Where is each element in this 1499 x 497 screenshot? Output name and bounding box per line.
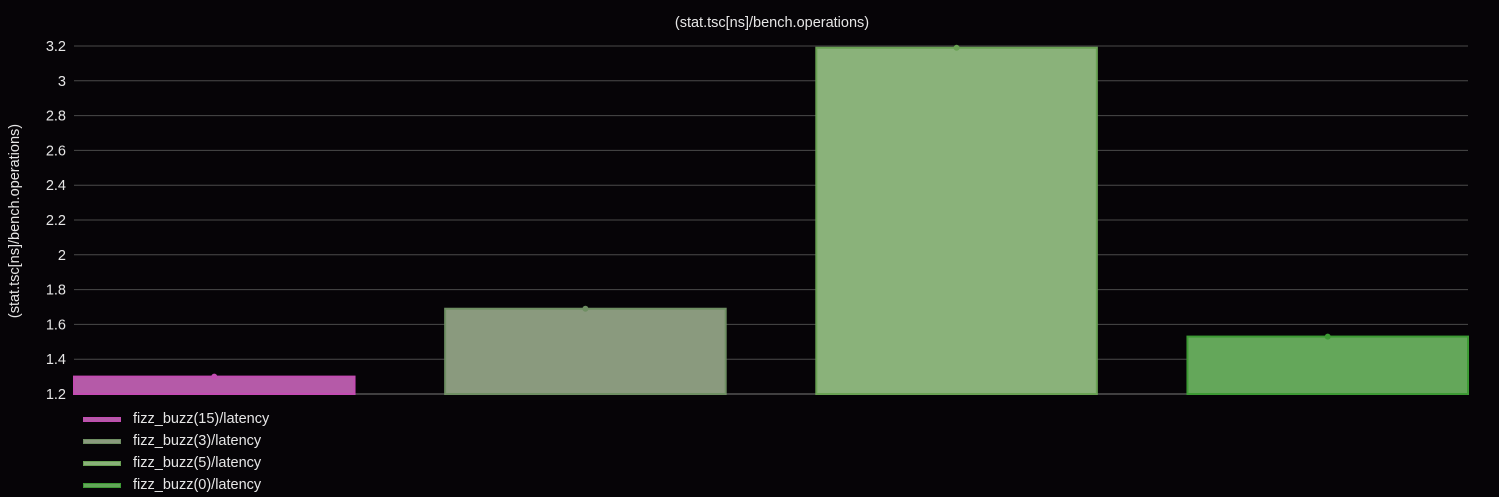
bar-point (1324, 333, 1331, 340)
y-tick-label: 3 (58, 74, 66, 90)
y-tick-label: 3.2 (46, 39, 66, 55)
y-tick-label: 2.2 (46, 213, 66, 229)
bar-point (211, 373, 218, 380)
bar (444, 307, 727, 395)
bar (815, 46, 1098, 396)
legend: fizz_buzz(15)/latency fizz_buzz(3)/latenc… (83, 408, 269, 496)
bar (1186, 335, 1470, 395)
y-tick-label: 2 (58, 248, 66, 264)
chart-title: (stat.tsc[ns]/bench.operations) (675, 15, 869, 31)
y-tick-label: 2.4 (46, 178, 66, 194)
legend-label: fizz_buzz(0)/latency (133, 477, 262, 493)
legend-item: fizz_buzz(15)/latency (83, 408, 269, 430)
legend-label: fizz_buzz(3)/latency (133, 433, 262, 449)
legend-label: fizz_buzz(5)/latency (133, 455, 262, 471)
legend-item: fizz_buzz(0)/latency (83, 474, 269, 496)
legend-item: fizz_buzz(5)/latency (83, 452, 269, 474)
y-tick-label: 1.6 (46, 317, 66, 333)
y-tick-label: 2.8 (46, 109, 66, 125)
y-tick-label: 1.2 (46, 387, 66, 403)
legend-label: fizz_buzz(15)/latency (133, 411, 270, 427)
bar-points (211, 44, 1331, 380)
y-axis-label: (stat.tsc[ns]/bench.operations) (7, 124, 23, 318)
bars (73, 46, 1470, 396)
legend-swatch (83, 482, 121, 488)
y-tick-label: 1.4 (46, 352, 66, 368)
legend-swatch (83, 416, 121, 422)
y-tick-label: 2.6 (46, 143, 66, 159)
y-tick-labels: 1.2 1.4 1.6 1.8 2 2.2 2.4 2.6 2.8 3 3.2 (46, 39, 66, 403)
legend-swatch (83, 460, 121, 466)
y-tick-label: 1.8 (46, 283, 66, 299)
bar-point (953, 44, 960, 51)
legend-swatch (83, 438, 121, 444)
legend-item: fizz_buzz(3)/latency (83, 430, 269, 452)
bar-point (582, 305, 589, 312)
